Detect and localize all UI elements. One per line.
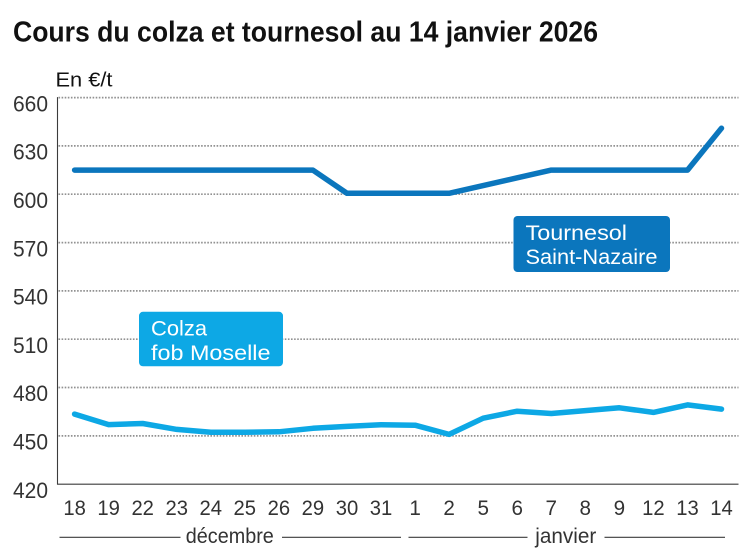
svg-text:450: 450 [13,430,48,455]
svg-text:En €/t: En €/t [56,70,113,92]
svg-text:Cours du colza et tournesol au: Cours du colza et tournesol au 14 janvie… [13,17,598,49]
svg-text:décembre: décembre [186,525,274,548]
svg-text:29: 29 [302,497,325,520]
svg-text:6: 6 [511,497,523,520]
svg-text:12: 12 [642,497,665,520]
svg-text:25: 25 [234,497,257,520]
svg-text:janvier: janvier [534,525,596,548]
svg-text:660: 660 [13,91,48,116]
svg-text:510: 510 [13,333,48,358]
svg-text:31: 31 [370,497,393,520]
svg-text:630: 630 [13,140,48,165]
svg-text:Tournesol: Tournesol [526,221,628,245]
svg-text:Colza: Colza [151,317,207,341]
svg-text:fob Moselle: fob Moselle [151,341,271,365]
svg-text:480: 480 [13,381,48,406]
svg-text:Saint-Nazaire: Saint-Nazaire [526,245,658,269]
svg-text:18: 18 [63,497,86,520]
svg-text:2: 2 [443,497,455,520]
svg-text:420: 420 [13,478,48,503]
svg-text:14: 14 [710,497,733,520]
svg-text:19: 19 [97,497,120,520]
svg-text:600: 600 [13,188,48,213]
svg-text:24: 24 [200,497,223,520]
svg-text:5: 5 [477,497,489,520]
svg-text:23: 23 [166,497,189,520]
svg-text:8: 8 [580,497,592,520]
svg-text:22: 22 [131,497,154,520]
svg-text:1: 1 [409,497,421,520]
svg-text:7: 7 [546,497,558,520]
svg-text:570: 570 [13,236,48,261]
svg-text:9: 9 [614,497,626,520]
svg-text:540: 540 [13,285,48,310]
svg-text:13: 13 [676,497,699,520]
svg-text:30: 30 [336,497,359,520]
svg-text:26: 26 [268,497,291,520]
